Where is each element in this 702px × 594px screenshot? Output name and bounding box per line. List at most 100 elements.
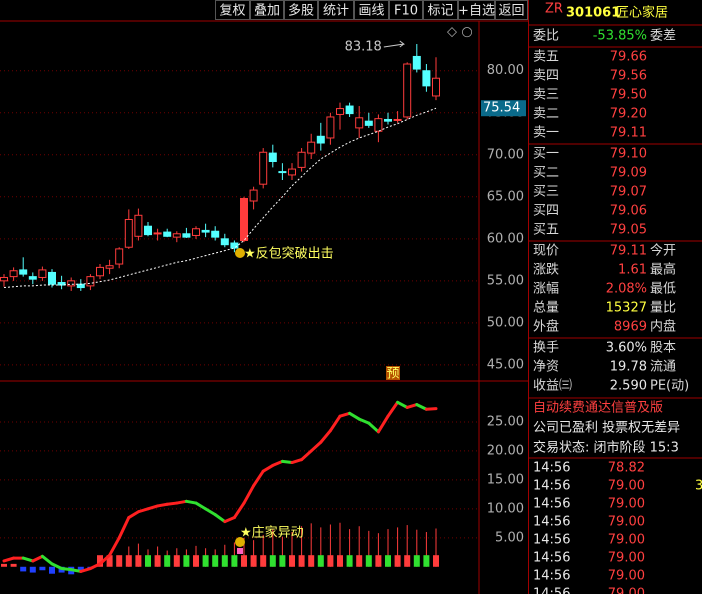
candle-body — [240, 197, 248, 241]
icon-diamond[interactable]: ◇ — [447, 25, 457, 40]
indicator-segment — [204, 507, 217, 517]
buy-value: 79.09 — [610, 166, 647, 181]
sell-value: 79.11 — [610, 126, 647, 141]
toolbar-button-label[interactable]: 统计 — [323, 4, 349, 19]
candle-body — [153, 232, 162, 235]
indicator-segment — [60, 567, 73, 572]
signal-label: ★反包突破出击 — [244, 246, 334, 262]
toolbar-button[interactable] — [215, 0, 250, 20]
indicator-bar — [154, 555, 161, 567]
candle-body — [268, 152, 277, 163]
badge-label: 预 — [386, 367, 399, 382]
indicator-bar — [164, 555, 171, 567]
stat-label: 现价 — [533, 244, 559, 259]
candle-body — [134, 214, 143, 237]
stat-label2: 今开 — [650, 243, 676, 259]
toolbar-button[interactable] — [389, 0, 423, 20]
candle-body — [220, 238, 229, 246]
buy-label: 买五 — [533, 223, 559, 238]
indicator-segment — [223, 516, 236, 524]
tick-price: 79.00 — [608, 587, 645, 594]
toolbar-button-label[interactable]: 返回 — [498, 4, 524, 19]
sell-label: 卖一 — [533, 126, 559, 141]
buy-label: 买三 — [533, 185, 559, 200]
stat-label2: 量比 — [650, 301, 676, 316]
toolbar-button-label[interactable]: 多股 — [288, 3, 314, 19]
candle-body — [432, 77, 440, 97]
indicator-segment — [328, 414, 342, 433]
candle-body — [384, 118, 392, 122]
indicator-segment — [271, 459, 284, 467]
toolbar-button-label[interactable]: 画线 — [358, 4, 384, 19]
ma-line — [3, 107, 437, 289]
indicator-bar — [125, 555, 132, 567]
stock-code: 301061 — [566, 6, 620, 21]
y-tick-label: 25.00 — [487, 414, 524, 429]
indicator-bar — [404, 555, 411, 567]
toolbar-button-label[interactable]: +自选 — [458, 4, 495, 19]
candle-body — [86, 276, 95, 287]
indicator-bar — [241, 555, 247, 567]
indicator-segment — [396, 400, 409, 409]
sell-label: 卖四 — [533, 69, 559, 84]
indicator-bar — [116, 555, 123, 567]
indicator-segment — [338, 411, 352, 418]
indicator-segment — [146, 504, 160, 511]
candle-body — [28, 276, 37, 280]
stat-label: 换手 — [533, 341, 559, 356]
buy-label: 买四 — [533, 204, 559, 219]
indicator-segment — [386, 400, 400, 418]
stat-label2: 最低 — [650, 282, 676, 297]
candle-body — [393, 118, 402, 121]
toolbar-button-label[interactable]: 复权 — [219, 3, 245, 19]
y-tick-label: 15.00 — [487, 472, 524, 487]
indicator-segment — [117, 516, 131, 540]
candle-body — [38, 269, 47, 278]
candle-body — [105, 265, 114, 269]
weibi-label: 委比 — [533, 29, 559, 44]
toolbar-button[interactable] — [318, 0, 354, 20]
tick-price: 79.00 — [608, 497, 645, 512]
stat-value: 3.60% — [606, 341, 647, 356]
high-arrow — [383, 40, 406, 48]
toolbar-button[interactable] — [250, 0, 284, 20]
indicator-bar — [212, 555, 219, 567]
indicator-bar — [106, 555, 113, 567]
toolbar-button[interactable] — [423, 0, 458, 20]
stock-tag: ZR — [545, 2, 563, 17]
toolbar-button-label[interactable]: 叠加 — [254, 4, 280, 19]
tick-price: 79.00 — [608, 533, 645, 548]
indicator-segment — [405, 403, 419, 409]
indicator-bar — [413, 555, 420, 567]
candle-body — [422, 70, 431, 87]
toolbar-button[interactable] — [354, 0, 389, 20]
indicator-bar — [298, 555, 305, 567]
indicator-bar — [289, 555, 295, 567]
indicator-bar — [77, 566, 84, 571]
toolbar-button[interactable] — [495, 0, 528, 20]
candle-body — [230, 242, 239, 249]
indicator-bar — [269, 555, 276, 567]
indicator-segment — [79, 567, 92, 573]
toolbar-button[interactable] — [458, 0, 495, 20]
y-tick-label: 70.00 — [487, 147, 524, 162]
toolbar-button[interactable] — [284, 0, 318, 20]
indicator-segment — [127, 510, 140, 520]
signal-marker — [237, 548, 243, 554]
indicator-segment — [98, 553, 112, 566]
candle-body — [182, 233, 191, 238]
y-tick-label: 60.00 — [487, 231, 524, 246]
indicator-segment — [376, 414, 390, 434]
toolbar-button-label[interactable]: F10 — [394, 4, 418, 19]
y-tick-label: 55.00 — [487, 273, 524, 288]
tick-time: 14:56 — [533, 479, 570, 494]
stat-label2: 内盘 — [650, 319, 676, 335]
indicator-bar — [433, 555, 439, 567]
tick-time: 14:56 — [533, 461, 570, 476]
candle-body — [144, 225, 152, 236]
icon-circle[interactable]: ○ — [461, 25, 472, 40]
indicator-bar — [327, 555, 334, 567]
toolbar-button-label[interactable]: 标记 — [427, 4, 453, 19]
tick-price: 79.00 — [608, 479, 645, 494]
indicator-bar — [308, 555, 315, 567]
